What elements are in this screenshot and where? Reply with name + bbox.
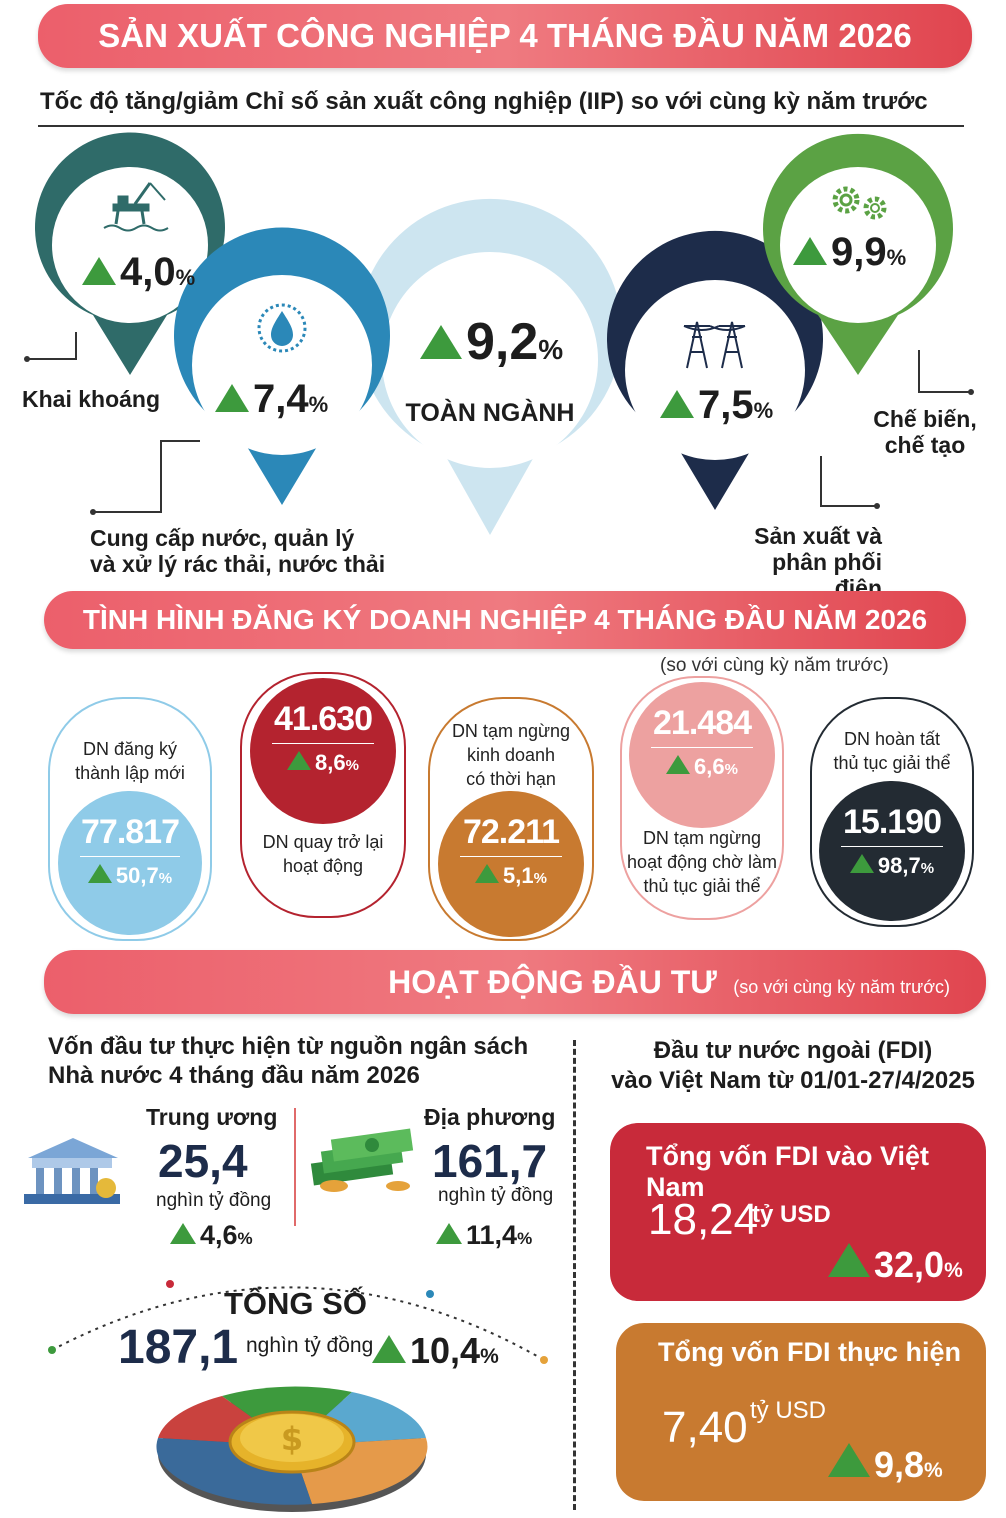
card-label: DN tạm ngừng kinh doanh có thời hạn bbox=[451, 721, 571, 789]
card-label: DN đăng ký thành lập mới bbox=[75, 739, 185, 783]
iip-subtitle: Tốc độ tăng/giảm Chỉ số sản xuất công ng… bbox=[40, 88, 928, 115]
increase-arrow-icon bbox=[420, 325, 462, 359]
total-unit: nghìn tỷ đồng bbox=[246, 1334, 374, 1357]
subtitle-underline bbox=[38, 125, 964, 127]
business-card-new: DN đăng ký thành lập mới 77.817 50,7% bbox=[48, 697, 212, 941]
business-title: TÌNH HÌNH ĐĂNG KÝ DOANH NGHIỆP 4 THÁNG Đ… bbox=[82, 604, 928, 635]
fdi-total-label: Tổng vốn FDI vào Việt Nam bbox=[646, 1141, 930, 1202]
card-value: 77.817 bbox=[81, 813, 180, 851]
increase-arrow-icon bbox=[372, 1335, 406, 1363]
increase-arrow-icon bbox=[660, 390, 694, 418]
fdi-total-card: Tổng vốn FDI vào Việt Nam 18,24 tỷ USD 3… bbox=[610, 1123, 986, 1301]
card-value-bubble: 41.630 8,6% bbox=[250, 678, 396, 824]
card-value-bubble: 77.817 50,7% bbox=[58, 791, 202, 935]
local-unit: nghìn tỷ đồng bbox=[438, 1185, 554, 1206]
section-divider bbox=[573, 1040, 576, 1510]
increase-arrow-icon bbox=[215, 384, 249, 412]
increase-arrow-icon bbox=[828, 1243, 870, 1277]
water-label: Cung cấp nước, quản lý và xử lý rác thải,… bbox=[90, 525, 386, 577]
central-change: 4,6% bbox=[170, 1220, 253, 1251]
card-value: 72.211 bbox=[462, 813, 560, 851]
card-change: 50,7% bbox=[58, 863, 202, 889]
business-card-dissolved: DN hoàn tất thủ tục giải thể 15.190 98,7% bbox=[810, 697, 974, 927]
card-change: 5,1% bbox=[438, 863, 584, 889]
increase-arrow-icon bbox=[170, 1223, 196, 1244]
business-note: (so với cùng kỳ năm trước) bbox=[660, 655, 889, 676]
increase-arrow-icon bbox=[82, 257, 116, 285]
increase-arrow-icon bbox=[87, 864, 112, 883]
card-change: 8,6% bbox=[250, 750, 396, 776]
increase-arrow-icon bbox=[849, 854, 874, 873]
card-label: DN hoàn tất thủ tục giải thể bbox=[833, 729, 951, 773]
water-value: 7,4% bbox=[215, 377, 328, 422]
card-value: 21.484 bbox=[653, 704, 752, 742]
central-label: Trung ương bbox=[146, 1104, 278, 1130]
oil-rig-icon bbox=[103, 182, 169, 232]
total-change: 10,4% bbox=[372, 1330, 499, 1372]
local-label: Địa phương bbox=[424, 1104, 556, 1130]
fdi-realized-unit: tỷ USD bbox=[750, 1397, 827, 1424]
svg-text:$: $ bbox=[281, 1420, 303, 1458]
central-local-divider bbox=[294, 1108, 296, 1226]
local-value: 161,7 bbox=[432, 1135, 548, 1187]
business-banner: TÌNH HÌNH ĐĂNG KÝ DOANH NGHIỆP 4 THÁNG Đ… bbox=[44, 591, 966, 649]
investment-banner: HOẠT ĐỘNG ĐẦU TƯ (so với cùng kỳ năm trư… bbox=[44, 950, 986, 1014]
fdi-realized-value: 7,40 bbox=[662, 1403, 748, 1452]
money-stack-icon bbox=[310, 1128, 414, 1192]
bank-building-icon bbox=[24, 1138, 120, 1204]
local-change: 11,4% bbox=[436, 1220, 532, 1251]
card-value-bubble: 21.484 6,6% bbox=[629, 682, 775, 828]
increase-arrow-icon bbox=[666, 755, 691, 774]
fdi-realized-label: Tổng vốn FDI thực hiện bbox=[658, 1337, 962, 1367]
business-card-returned: 41.630 8,6% DN quay trở lại hoạt động bbox=[240, 672, 406, 918]
increase-arrow-icon bbox=[436, 1223, 462, 1244]
increase-arrow-icon bbox=[793, 237, 827, 265]
fdi-total-unit: tỷ USD bbox=[752, 1201, 831, 1228]
main-title-banner: SẢN XUẤT CÔNG NGHIỆP 4 THÁNG ĐẦU NĂM 202… bbox=[38, 4, 972, 68]
fdi-realized-change: 9,8% bbox=[828, 1443, 943, 1486]
water-drop-icon bbox=[257, 303, 307, 353]
card-value-bubble: 15.190 98,7% bbox=[819, 781, 965, 921]
total-value: 9,2% bbox=[420, 312, 563, 372]
fdi-title: Đầu tư nước ngoài (FDI) vào Việt Nam từ 0… bbox=[611, 1037, 975, 1094]
card-label: DN tạm ngừng hoạt động chờ làm thủ tục giả… bbox=[627, 828, 777, 896]
power-tower-icon bbox=[683, 321, 746, 369]
gears-icon bbox=[832, 186, 887, 220]
increase-arrow-icon bbox=[475, 864, 500, 883]
card-value: 41.630 bbox=[274, 700, 373, 738]
fdi-total-change: 32,0% bbox=[828, 1243, 963, 1286]
manufacturing-value: 9,9% bbox=[793, 230, 906, 275]
investment-note: (so với cùng kỳ năm trước) bbox=[733, 977, 950, 997]
main-title: SẢN XUẤT CÔNG NGHIỆP 4 THÁNG ĐẦU NĂM 202… bbox=[98, 17, 912, 54]
total-label: TỔNG SỐ bbox=[224, 1286, 367, 1321]
card-value: 15.190 bbox=[843, 803, 942, 841]
budget-title: Vốn đầu tư thực hiện từ nguồn ngân sách N… bbox=[48, 1033, 529, 1089]
business-card-suspended: DN tạm ngừng kinh doanh có thời hạn 72.211… bbox=[428, 697, 594, 941]
mining-label: Khai khoáng bbox=[22, 386, 161, 412]
fdi-total-value: 18,24 bbox=[648, 1195, 759, 1244]
card-label: DN quay trở lại hoạt động bbox=[262, 832, 384, 876]
increase-arrow-icon bbox=[287, 751, 312, 770]
card-value-bubble: 72.211 5,1% bbox=[438, 791, 584, 937]
total-label: TOÀN NGÀNH bbox=[405, 399, 575, 427]
total-arc-graphic bbox=[48, 1280, 548, 1364]
mining-value: 4,0% bbox=[82, 250, 195, 295]
manufacturing-label: Chế biến, chế tạo bbox=[873, 406, 977, 458]
power-label: Sản xuất và phân phối điện bbox=[754, 523, 882, 601]
power-value: 7,5% bbox=[660, 383, 773, 428]
increase-arrow-icon bbox=[828, 1443, 870, 1477]
total-pin bbox=[358, 198, 623, 535]
card-change: 6,6% bbox=[629, 754, 775, 780]
total-value: 187,1 bbox=[118, 1321, 239, 1374]
donut-coin-graphic: $ bbox=[156, 1386, 428, 1512]
card-change: 98,7% bbox=[819, 853, 965, 879]
business-card-pending-dissolution: 21.484 6,6% DN tạm ngừng hoạt động chờ là… bbox=[620, 676, 784, 920]
water-pin bbox=[174, 227, 390, 505]
manufacturing-pin bbox=[763, 133, 954, 375]
central-value: 25,4 bbox=[158, 1135, 248, 1187]
investment-title: HOẠT ĐỘNG ĐẦU TƯ bbox=[388, 964, 717, 1000]
fdi-realized-card: Tổng vốn FDI thực hiện 7,40 tỷ USD 9,8% bbox=[616, 1323, 986, 1501]
central-unit: nghìn tỷ đồng bbox=[156, 1190, 272, 1211]
